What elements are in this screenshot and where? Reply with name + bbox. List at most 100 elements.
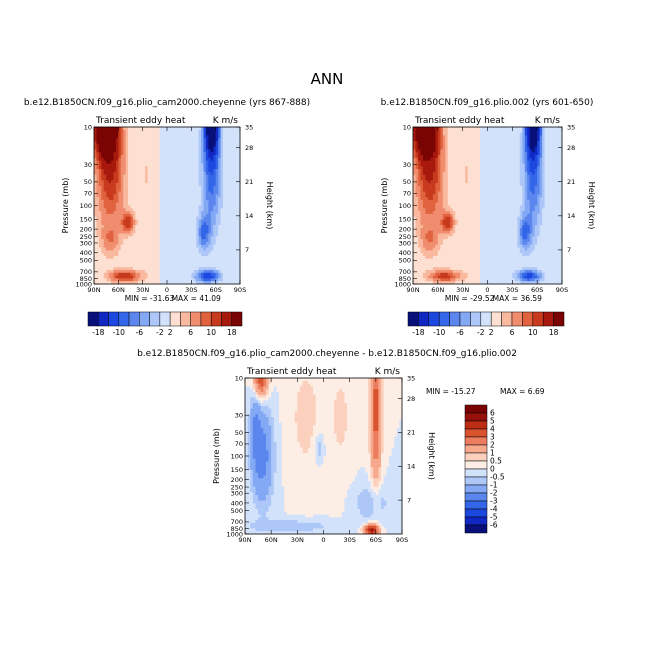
contour-cell: [432, 169, 436, 173]
contour-cell: [128, 230, 131, 234]
contour-cell: [196, 247, 200, 251]
contour-cell: [186, 275, 190, 279]
contour-cell: [106, 236, 109, 240]
contour-cell: [198, 278, 202, 282]
contour-cell: [422, 146, 426, 150]
contour-cell: [113, 239, 117, 243]
contour-cell: [215, 149, 219, 153]
contour-cell: [445, 127, 449, 131]
contour-cell: [186, 152, 190, 156]
contour-cell: [186, 233, 190, 237]
contour-cell: [507, 183, 511, 187]
contour-cell: [176, 202, 180, 206]
contour-cell: [475, 138, 478, 142]
contour-cell: [462, 166, 466, 170]
contour-cell: [179, 267, 182, 271]
contour-cell: [159, 197, 163, 201]
contour-cell: [188, 225, 192, 229]
contour-cell: [113, 155, 117, 159]
contour-cell: [450, 160, 454, 164]
contour-cell: [435, 143, 439, 148]
contour-cell: [140, 132, 144, 136]
contour-cell: [532, 138, 536, 142]
contour-cell: [159, 152, 163, 156]
contour-cell: [517, 171, 521, 176]
contour-cell: [152, 241, 156, 246]
contour-cell: [106, 225, 109, 229]
colorbar-box: [118, 311, 130, 327]
contour-cell: [147, 157, 151, 162]
contour-cell: [164, 146, 168, 150]
contour-cell: [140, 264, 144, 268]
contour-cell: [94, 143, 97, 148]
contour-cell: [135, 213, 139, 218]
contour-cell: [485, 191, 488, 195]
y-tick-label: 30: [84, 161, 92, 169]
contour-cell: [208, 267, 212, 271]
contour-cell: [186, 146, 190, 150]
contour-cell: [137, 233, 141, 237]
contour-cell: [157, 267, 161, 271]
contour-cell: [96, 233, 100, 237]
contour-cell: [450, 152, 454, 156]
contour-cell: [162, 129, 165, 133]
contour-cell: [237, 267, 241, 271]
contour-cell: [417, 169, 421, 173]
contour-cell: [472, 180, 476, 184]
contour-cell: [201, 191, 204, 195]
contour-cell: [149, 202, 153, 206]
contour-cell: [235, 261, 238, 265]
contour-cell: [420, 160, 424, 164]
contour-cell: [220, 191, 224, 195]
contour-cell: [514, 143, 518, 148]
contour-cell: [232, 174, 236, 178]
contour-cell: [227, 152, 231, 156]
contour-cell: [512, 188, 516, 192]
contour-cell: [106, 180, 109, 184]
contour-cell: [154, 171, 158, 176]
contour-cell: [235, 166, 238, 170]
contour-cell: [103, 163, 107, 167]
contour-cell: [118, 202, 122, 206]
contour-cell: [203, 272, 207, 276]
contour-cell: [118, 180, 122, 184]
contour-cell: [142, 149, 146, 153]
contour-cell: [460, 191, 464, 195]
contour-cell: [213, 222, 217, 226]
contour-cell: [106, 250, 109, 254]
contour-cell: [98, 174, 102, 178]
contour-cell: [237, 132, 241, 136]
contour-cell: [193, 149, 197, 153]
contour-cell: [171, 188, 175, 192]
contour-cell: [559, 141, 563, 145]
contour-cell: [218, 264, 221, 268]
contour-cell: [130, 149, 134, 153]
contour-cell: [222, 241, 226, 246]
contour-cell: [220, 166, 224, 170]
contour-cell: [118, 135, 122, 139]
contour-cell: [162, 258, 165, 262]
contour-cell: [218, 272, 221, 276]
contour-cell: [230, 129, 234, 133]
contour-cell: [176, 278, 180, 282]
contour-cell: [111, 146, 114, 150]
contour-cell: [135, 241, 139, 246]
contour-cell: [222, 211, 226, 215]
contour-cell: [157, 155, 161, 159]
contour-cell: [157, 163, 161, 167]
contour-cell: [118, 205, 122, 209]
contour-cell: [232, 255, 236, 260]
contour-cell: [232, 191, 236, 195]
contour-cell: [169, 281, 173, 285]
contour-cell: [208, 255, 212, 260]
contour-cell: [101, 132, 105, 136]
contour-cell: [191, 208, 195, 212]
contour-cell: [179, 138, 182, 142]
contour-cell: [159, 194, 163, 198]
contour-cell: [557, 138, 560, 142]
contour-cell: [227, 132, 231, 136]
contour-cell: [215, 264, 219, 268]
contour-cell: [201, 163, 204, 167]
contour-cell: [477, 174, 481, 178]
contour-cell: [125, 250, 129, 254]
